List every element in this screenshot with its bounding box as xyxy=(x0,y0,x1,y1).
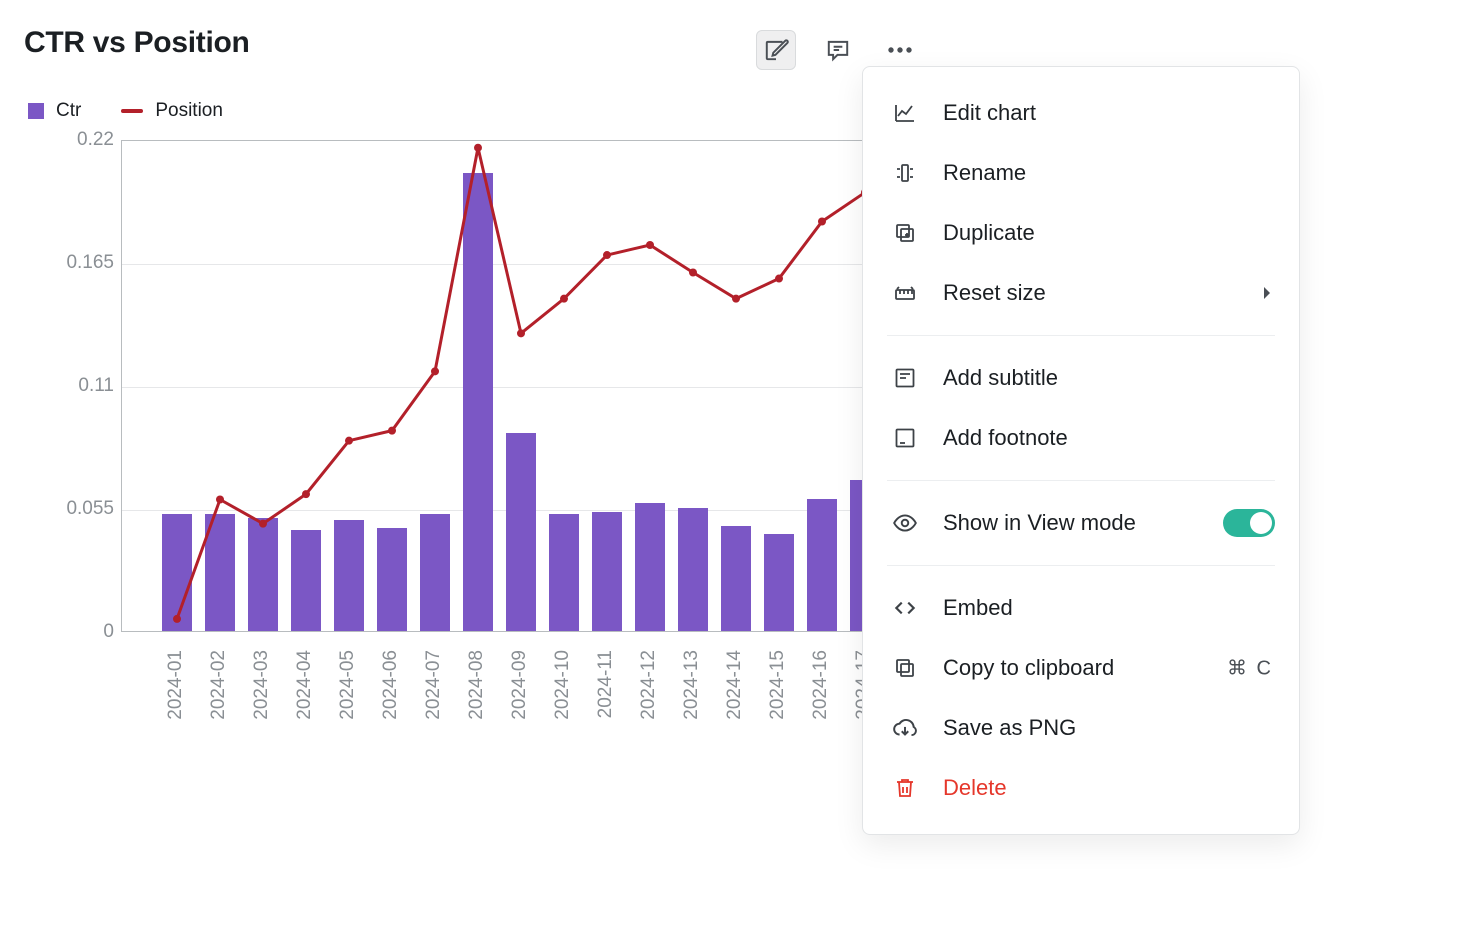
legend-swatch-bar xyxy=(28,103,44,119)
trash-icon xyxy=(891,774,919,802)
line-marker xyxy=(259,520,267,528)
legend-label: Ctr xyxy=(56,100,81,122)
menu-item-label: Add subtitle xyxy=(943,365,1058,391)
y-axis-label: 0.165 xyxy=(66,252,114,274)
x-axis-label: 2024-03 xyxy=(251,650,273,720)
x-axis-label: 2024-08 xyxy=(466,650,488,720)
ruler-icon xyxy=(891,279,919,307)
legend-item-ctr: Ctr xyxy=(28,100,81,122)
x-axis-label: 2024-01 xyxy=(165,650,187,720)
toggle-switch[interactable] xyxy=(1223,509,1275,537)
menu-item-label: Embed xyxy=(943,595,1013,621)
copy-icon xyxy=(891,654,919,682)
menu-item-delete[interactable]: Delete xyxy=(863,758,1299,818)
edit-icon-button[interactable] xyxy=(756,30,796,70)
chart-context-menu: Edit chart Rename Duplicate Reset size Add s… xyxy=(862,66,1300,835)
x-axis-label: 2024-07 xyxy=(423,650,445,720)
menu-item-save-png[interactable]: Save as PNG xyxy=(863,698,1299,758)
footnote-icon xyxy=(891,424,919,452)
menu-item-add-subtitle[interactable]: Add subtitle xyxy=(863,348,1299,408)
menu-separator xyxy=(887,335,1275,336)
pencil-square-icon xyxy=(763,37,789,63)
menu-separator xyxy=(887,480,1275,481)
line-marker xyxy=(388,427,396,435)
line-marker xyxy=(517,329,525,337)
menu-item-embed[interactable]: Embed xyxy=(863,578,1299,638)
chart-header: CTR vs Position xyxy=(24,26,1456,60)
y-axis-label: 0.22 xyxy=(77,129,114,151)
line-marker xyxy=(732,295,740,303)
line-marker xyxy=(560,295,568,303)
line-marker xyxy=(818,218,826,226)
menu-item-add-footnote[interactable]: Add footnote xyxy=(863,408,1299,468)
menu-item-label: Save as PNG xyxy=(943,715,1076,741)
line-marker xyxy=(646,241,654,249)
y-axis-label: 0.055 xyxy=(66,498,114,520)
comment-icon xyxy=(825,37,851,63)
code-icon xyxy=(891,594,919,622)
menu-item-edit-chart[interactable]: Edit chart xyxy=(863,83,1299,143)
x-axis-label: 2024-14 xyxy=(724,650,746,720)
x-axis-label: 2024-16 xyxy=(810,650,832,720)
duplicate-icon xyxy=(891,219,919,247)
x-axis-label: 2024-12 xyxy=(638,650,660,720)
y-axis-label: 0 xyxy=(103,621,114,643)
menu-item-label: Delete xyxy=(943,775,1007,801)
x-axis-label: 2024-09 xyxy=(509,650,531,720)
download-icon xyxy=(891,714,919,742)
eye-icon xyxy=(891,509,919,537)
menu-item-label: Show in View mode xyxy=(943,510,1136,536)
menu-item-duplicate[interactable]: Duplicate xyxy=(863,203,1299,263)
menu-item-label: Duplicate xyxy=(943,220,1035,246)
line-marker xyxy=(603,251,611,259)
legend-item-position: Position xyxy=(121,100,223,122)
legend-label: Position xyxy=(155,100,223,122)
line-marker xyxy=(474,144,482,152)
menu-item-reset-size[interactable]: Reset size xyxy=(863,263,1299,323)
line-series xyxy=(177,148,865,619)
toggle-knob xyxy=(1250,512,1272,534)
x-axis-label: 2024-06 xyxy=(380,650,402,720)
menu-item-show-view[interactable]: Show in View mode xyxy=(863,493,1299,553)
plot-box xyxy=(121,140,879,632)
keyboard-shortcut: ⌘ C xyxy=(1227,656,1273,681)
x-axis-label: 2024-11 xyxy=(595,650,617,718)
more-icon-button[interactable] xyxy=(880,30,920,70)
line-marker xyxy=(216,495,224,503)
comment-icon-button[interactable] xyxy=(818,30,858,70)
menu-item-label: Reset size xyxy=(943,280,1046,306)
line-marker xyxy=(431,367,439,375)
x-axis-label: 2024-10 xyxy=(552,650,574,720)
line-chart-icon xyxy=(891,99,919,127)
y-axis-label: 0.11 xyxy=(78,375,114,397)
more-horizontal-icon xyxy=(887,46,913,54)
x-axis-label: 2024-05 xyxy=(337,650,359,720)
menu-separator xyxy=(887,565,1275,566)
chart-plot-area: 00.0550.110.1650.222024-012024-022024-03… xyxy=(24,140,879,762)
legend-swatch-line xyxy=(121,109,143,113)
x-axis-label: 2024-13 xyxy=(681,650,703,720)
subtitle-icon xyxy=(891,364,919,392)
line-marker xyxy=(689,268,697,276)
line-layer xyxy=(122,141,880,633)
menu-item-rename[interactable]: Rename xyxy=(863,143,1299,203)
menu-item-copy[interactable]: Copy to clipboard ⌘ C xyxy=(863,638,1299,698)
x-axis-label: 2024-04 xyxy=(294,650,316,720)
x-axis-label: 2024-02 xyxy=(208,650,230,720)
chevron-right-icon xyxy=(1261,285,1273,301)
line-marker xyxy=(173,615,181,623)
menu-item-label: Add footnote xyxy=(943,425,1068,451)
line-marker xyxy=(302,490,310,498)
menu-item-label: Edit chart xyxy=(943,100,1036,126)
rename-icon xyxy=(891,159,919,187)
line-marker xyxy=(345,437,353,445)
chart-toolbar xyxy=(756,30,920,70)
line-marker xyxy=(775,275,783,283)
x-axis-label: 2024-15 xyxy=(767,650,789,720)
menu-item-label: Copy to clipboard xyxy=(943,655,1114,681)
menu-item-label: Rename xyxy=(943,160,1026,186)
chart-title: CTR vs Position xyxy=(24,26,250,60)
